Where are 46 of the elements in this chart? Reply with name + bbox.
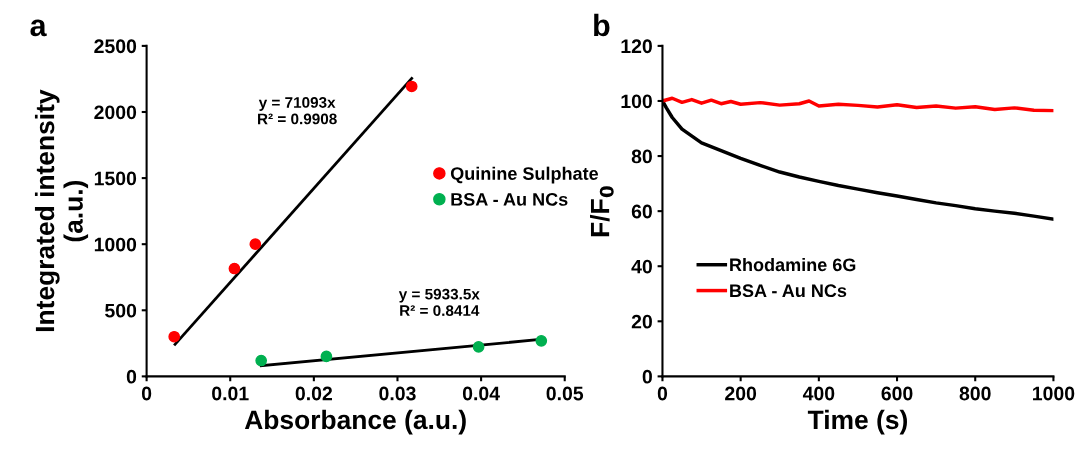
x-tick-label: 600 xyxy=(881,386,913,401)
x-tick-label: 0.02 xyxy=(295,386,332,401)
y-tick-label: 0 xyxy=(126,369,137,384)
point xyxy=(249,238,262,251)
annotation: y = 71093x R² = 0.9908 xyxy=(258,97,337,125)
x-tick-label: 0 xyxy=(141,386,152,401)
x-tick-label: 0.01 xyxy=(212,386,249,401)
y-tick-label: 1000 xyxy=(94,237,137,252)
y-tick-label: 2000 xyxy=(94,105,137,120)
point xyxy=(535,334,548,347)
x-tick-label: 0.05 xyxy=(546,386,584,401)
x-tick-label: 0.03 xyxy=(379,386,416,401)
point xyxy=(472,341,485,353)
y-tick-label: 500 xyxy=(105,303,137,318)
x-axis-title: Absorbance (a.u.) xyxy=(244,409,466,435)
y-tick-label: 40 xyxy=(631,259,652,274)
legend-label: Rhodamine 6G xyxy=(730,257,856,272)
x-tick-label: 0 xyxy=(657,386,668,401)
x-axis-title: Time (s) xyxy=(807,409,907,435)
y-tick-label: 60 xyxy=(631,204,652,219)
x-tick-label: 800 xyxy=(959,386,991,401)
legend-label: BSA - Au NCs xyxy=(451,193,568,206)
point xyxy=(320,350,333,363)
chart-title: a xyxy=(30,19,47,37)
legend-label: Quinine Sulphate xyxy=(450,166,599,184)
y-tick-label: 1500 xyxy=(94,171,137,186)
y-tick-label: 120 xyxy=(621,39,652,54)
chart-title: b xyxy=(594,13,610,37)
y-tick-label: 80 xyxy=(631,149,652,164)
y-tick-label: 20 xyxy=(631,314,652,329)
y-axis-title: F/F$_{0}$ xyxy=(590,186,614,237)
point xyxy=(255,354,268,367)
legend-label: BSA - Au NCs xyxy=(730,284,847,298)
annotation: y = 5933.5x R² = 0.8414 xyxy=(398,288,480,316)
y-tick-label: 100 xyxy=(621,94,652,109)
x-tick-label: 400 xyxy=(802,386,835,401)
point xyxy=(168,330,181,343)
y-tick-label: 2500 xyxy=(94,39,137,54)
line-series xyxy=(662,96,1054,113)
point xyxy=(405,80,418,93)
point xyxy=(228,262,241,275)
y-tick-label: 0 xyxy=(642,369,652,384)
x-tick-label: 200 xyxy=(725,386,757,401)
x-tick-label: 1000 xyxy=(1033,386,1075,401)
x-tick-label: 0.04 xyxy=(462,386,500,401)
y-axis-title: Integrated intensity (a.u.) xyxy=(34,89,89,332)
